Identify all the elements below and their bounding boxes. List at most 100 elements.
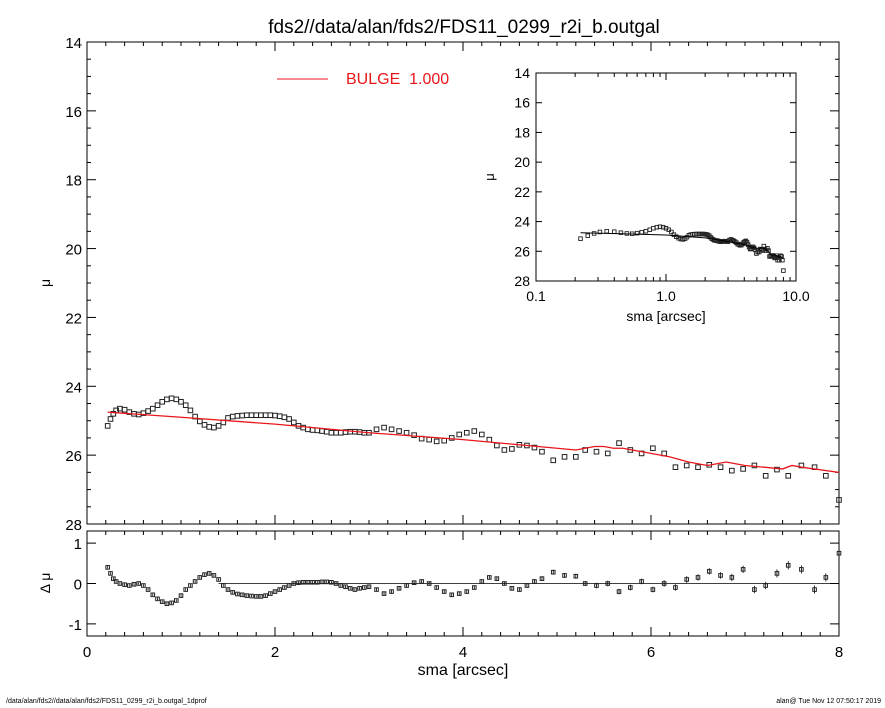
main-y-axis-label: μ [37, 279, 53, 287]
residual-data-point [131, 582, 137, 587]
main-data-point [267, 412, 274, 419]
residual-data-point [164, 601, 170, 606]
main-data-point [182, 402, 189, 409]
residual-data-point [300, 579, 306, 585]
main-y-tick-label: 22 [65, 310, 82, 327]
residual-data-point [487, 575, 492, 580]
inset-log-panel: 14 16 18 20 22 24 26 280.1 1.0 10.0 μ sma [arcsec… [482, 65, 810, 324]
legend: BULGE 1.000 [277, 71, 449, 88]
residual-data-point [282, 585, 287, 590]
main-y-tick-label: 28 [65, 517, 82, 534]
residual-data-point [333, 581, 339, 586]
residual-data-point [324, 579, 329, 585]
residual-data-point [381, 591, 387, 596]
residual-y-axis-label: Δ μ [37, 573, 53, 594]
inset-data-points [578, 224, 786, 273]
main-data-point [215, 423, 222, 429]
residual-data-point [202, 572, 207, 577]
main-data-point [550, 457, 557, 464]
residual-data-point [550, 569, 556, 575]
residual-data-point [277, 587, 282, 592]
residual-data-point [183, 587, 188, 592]
main-data-point [573, 454, 579, 460]
footer-file-path: /data/alan/fds2//data/alan/fds2/FDS11_02… [6, 698, 207, 705]
residual-data-point [426, 581, 432, 586]
residual-data-point [197, 575, 203, 580]
residual-data-point [263, 593, 268, 598]
main-data-point [333, 429, 339, 436]
residual-data-point [419, 579, 424, 584]
residual-data-point [249, 593, 254, 599]
main-data-point [672, 464, 679, 470]
main-data-point [244, 412, 250, 419]
main-data-point [388, 426, 395, 433]
main-data-point [539, 448, 545, 455]
residual-data-point [404, 583, 409, 588]
main-data-point [501, 447, 508, 453]
residual-data-point [239, 592, 245, 598]
main-data-point [373, 426, 380, 433]
residual-data-point [352, 587, 358, 592]
residual-data-point [253, 594, 259, 599]
residual-data-point [706, 569, 712, 574]
residual-data-point [310, 579, 315, 585]
residual-data-point [650, 587, 656, 592]
chart-title: fds2//data/alan/fds2/FDS11_0299_r2i_b.ou… [268, 17, 660, 38]
residual-data-point [524, 583, 530, 588]
main-data-point [593, 448, 600, 455]
residual-data-point [471, 585, 477, 590]
main-data-point [107, 416, 114, 422]
inset-x-tick-label: 0.1 [526, 288, 546, 304]
inset-x-tick-label: 10.0 [782, 288, 809, 304]
inset-model-line [580, 232, 784, 260]
main-data-point [433, 438, 440, 445]
inset-data-point [657, 224, 663, 230]
residual-data-point [562, 573, 567, 578]
residual-data-point [127, 583, 132, 588]
residual-data-point [434, 585, 439, 590]
inset-data-point [578, 236, 583, 241]
inset-data-point [585, 233, 590, 238]
x-tick-label: 8 [835, 644, 843, 661]
main-data-point [206, 424, 212, 430]
inset-y-axis-label: μ [482, 173, 497, 181]
residual-data-point [509, 586, 515, 591]
main-data-point [448, 435, 455, 441]
inset-data-point [745, 242, 751, 247]
x-axis-label: sma [arcsec] [418, 662, 509, 679]
residual-data-point [502, 581, 507, 586]
residual-data-point [661, 581, 667, 586]
residual-data-point [122, 582, 127, 588]
main-data-point [110, 411, 117, 417]
main-data-point [456, 431, 463, 438]
main-data-point [262, 412, 269, 419]
residual-data-point [338, 583, 344, 588]
residual-data-point [291, 581, 297, 586]
main-data-points [104, 395, 842, 503]
inset-data-point [618, 230, 624, 235]
main-y-tick-label: 26 [65, 448, 82, 465]
main-data-point [286, 416, 292, 422]
main-y-tick-label: 14 [65, 35, 82, 52]
main-y-tick-label: 16 [65, 104, 82, 121]
residual-data-point [225, 587, 231, 592]
main-data-point [396, 428, 402, 434]
main-data-point [509, 446, 515, 452]
residual-data-point [616, 589, 622, 594]
inset-y-tick-label: 22 [514, 184, 530, 200]
residual-data-point [628, 585, 633, 590]
main-data-point [717, 464, 724, 470]
inset-y-tick-label: 28 [514, 273, 530, 289]
main-data-point [616, 440, 622, 446]
residual-data-point [411, 580, 417, 585]
residual-data-point [573, 573, 579, 579]
main-data-point [258, 412, 264, 419]
residual-data-point [729, 575, 735, 580]
main-data-point [729, 467, 735, 474]
main-data-point [225, 415, 231, 421]
main-data-point [211, 424, 217, 431]
footer-user-timestamp: alan@ Tue Nov 12 07:50:17 2019 [776, 698, 881, 705]
inset-data-point [634, 230, 640, 236]
